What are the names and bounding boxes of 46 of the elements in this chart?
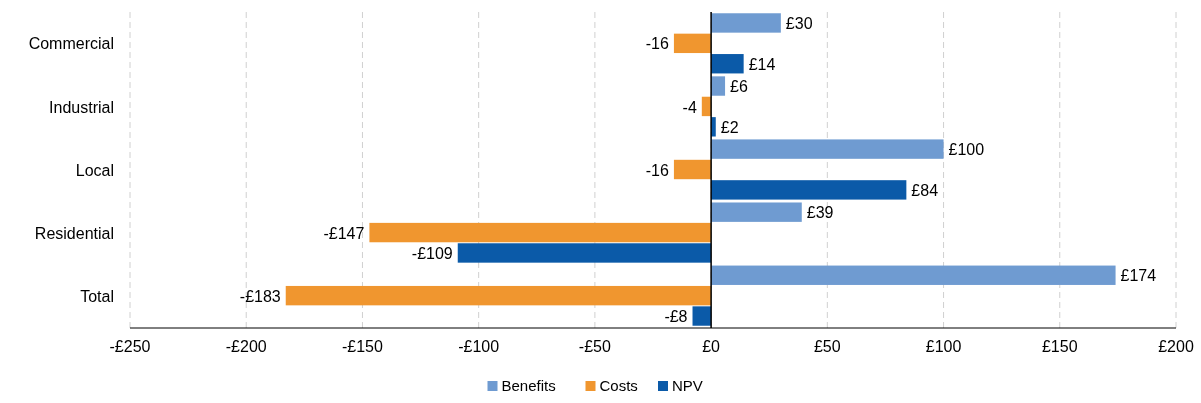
y-tick-label: Total (80, 287, 114, 305)
legend-label: NPV (672, 377, 703, 395)
x-tick-label: £150 (1041, 338, 1078, 355)
bar (711, 265, 1116, 285)
bar (369, 222, 712, 243)
data-label: £30 (785, 15, 813, 33)
bar (711, 76, 726, 96)
bar (711, 13, 781, 33)
data-label: £6 (730, 78, 748, 96)
bar (711, 54, 744, 74)
x-tick-label: -£200 (225, 338, 267, 355)
bar (711, 139, 944, 159)
data-label: £14 (748, 55, 776, 73)
bar (285, 285, 712, 306)
legend-label: Costs (599, 377, 638, 395)
bar (711, 180, 907, 200)
data-label: -£109 (411, 245, 453, 263)
bar (692, 306, 712, 326)
x-tick-label: £100 (925, 338, 962, 355)
bar (673, 33, 712, 54)
x-tick-label: -£150 (341, 338, 384, 355)
bar (711, 202, 802, 222)
data-label: £84 (911, 181, 939, 199)
x-tick-label: -£100 (458, 338, 500, 355)
data-label: -16 (645, 35, 670, 53)
bar (457, 243, 712, 263)
y-tick-label: Residential (34, 224, 114, 242)
x-tick-label: £200 (1158, 338, 1194, 355)
data-label: £174 (1120, 267, 1157, 285)
bar (673, 159, 712, 180)
data-label: £39 (806, 204, 834, 222)
x-tick-label: £50 (813, 338, 841, 355)
data-label: -£8 (664, 308, 688, 326)
data-label: -£183 (239, 287, 281, 305)
x-tick-label: £0 (702, 338, 721, 355)
data-label: £100 (948, 141, 985, 159)
data-label: -16 (645, 161, 670, 179)
x-tick-label: -£50 (578, 338, 611, 355)
data-label: £2 (720, 118, 739, 136)
y-tick-label: Local (75, 161, 114, 179)
data-label: -£147 (323, 224, 365, 242)
data-label: -4 (682, 98, 697, 116)
y-tick-label: Industrial (49, 98, 114, 116)
legend-label: Benefits (501, 377, 556, 395)
x-tick-label: -£250 (109, 338, 151, 355)
y-tick-label: Commercial (28, 35, 114, 53)
